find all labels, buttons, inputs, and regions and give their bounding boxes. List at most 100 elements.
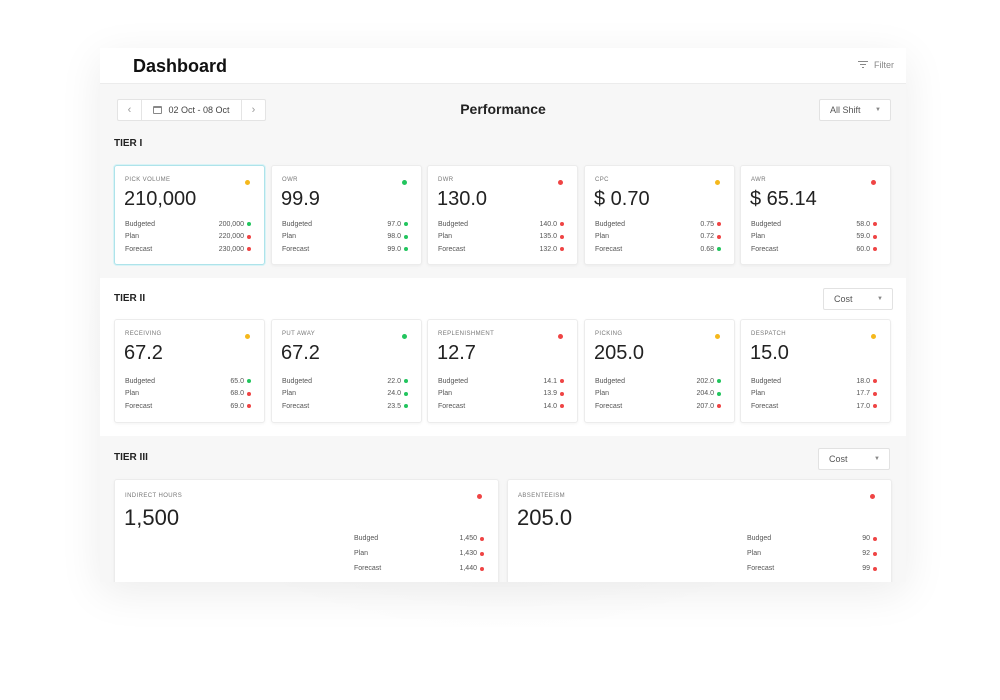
calendar-icon (153, 106, 163, 114)
status-dot-icon (873, 222, 877, 227)
breakdown-value-group: 0.68 (700, 246, 721, 253)
breakdown-value-group: 18.0 (856, 378, 877, 385)
kpi-card[interactable]: REPLENISHMENT 12.7 Budgeted 14.1 Plan 13.9 For… (427, 319, 578, 423)
breakdown-row: Budgeted 97.0 (282, 218, 408, 231)
breakdown-value-group: 13.9 (543, 390, 564, 397)
kpi-value: 205.0 (517, 505, 573, 530)
status-dot-icon (247, 247, 251, 252)
breakdown-label: Forecast (747, 565, 775, 572)
status-dot-icon (404, 379, 408, 384)
status-dot-icon (404, 247, 408, 252)
breakdown-value-group: 65.0 (230, 378, 251, 385)
caret-down-icon: ▼ (874, 456, 880, 462)
kpi-card[interactable]: PICK VOLUME 210,000 Budgeted 200,000 Plan 220… (114, 165, 265, 265)
status-dot-icon (871, 180, 876, 185)
breakdown-label: Budged (354, 535, 379, 542)
breakdown-row: Forecast 60.0 (751, 243, 877, 256)
next-week-button[interactable]: › (241, 100, 265, 120)
status-dot-icon (402, 334, 407, 339)
breakdown-label: Plan (125, 390, 140, 398)
breakdown-label: Budgeted (282, 377, 312, 385)
kpi-label: PICKING (595, 331, 623, 337)
breakdown-row: Plan 1,430 (354, 546, 484, 561)
status-dot-icon (560, 404, 564, 409)
kpi-card[interactable]: INDIRECT HOURS 1,500 Budged 1,450 Plan 1,430 F… (114, 479, 499, 582)
breakdown-value: 132.0 (539, 245, 557, 253)
caret-down-icon: ▼ (877, 296, 883, 302)
kpi-card[interactable]: ABSENTEEISM 205.0 Budged 90 Plan 92 Forecast 99 (507, 479, 892, 582)
breakdown-row: Budgeted 14.1 (438, 375, 564, 388)
breakdown-value: 59.0 (856, 233, 870, 241)
breakdown-label: Plan (751, 233, 766, 241)
shift-select[interactable]: All Shift ▼ (819, 99, 891, 121)
kpi-card[interactable]: DESPATCH 15.0 Budgeted 18.0 Plan 17.7 Forecast… (740, 319, 891, 423)
breakdown-label: Budgeted (438, 220, 468, 228)
breakdown-label: Forecast (282, 402, 310, 410)
breakdown-value: 90 (862, 535, 870, 542)
breakdown-value-group: 0.75 (700, 221, 721, 228)
breakdown-value: 13.9 (543, 390, 557, 398)
date-range-display[interactable]: 02 Oct - 08 Oct (142, 105, 241, 115)
filter-label: Filter (874, 60, 894, 70)
dashboard-window: Dashboard Filter ‹ 02 Oct - 08 Oct › Per… (100, 48, 906, 582)
kpi-card[interactable]: AWR $ 65.14 Budgeted 58.0 Plan 59.0 Forecast 60… (740, 165, 891, 265)
breakdown-value: 14.0 (543, 402, 557, 410)
prev-week-button[interactable]: ‹ (118, 100, 142, 120)
breakdown-value-group: 22.0 (387, 378, 408, 385)
kpi-card[interactable]: DWR 130.0 Budgeted 140.0 Plan 135.0 Forecast 13… (427, 165, 578, 265)
filter-icon (858, 61, 868, 69)
breakdown-row: Budged 90 (747, 531, 877, 546)
status-dot-icon (480, 551, 484, 556)
kpi-label: OWR (282, 177, 298, 183)
status-dot-icon (717, 222, 721, 227)
kpi-card[interactable]: RECEIVING 67.2 Budgeted 65.0 Plan 68.0 Forecas… (114, 319, 265, 423)
tier-3-select-value: Cost (829, 454, 848, 464)
breakdown-value-group: 132.0 (539, 246, 564, 253)
kpi-label: DWR (438, 177, 454, 183)
status-dot-icon (873, 536, 877, 541)
breakdown-label: Budgeted (751, 377, 781, 385)
breakdown-value-group: 17.7 (856, 390, 877, 397)
status-dot-icon (402, 180, 407, 185)
status-dot-icon (560, 247, 564, 252)
kpi-label: ABSENTEEISM (518, 493, 566, 499)
breakdown-label: Plan (438, 390, 453, 398)
breakdown-value: 220,000 (218, 233, 244, 241)
breakdown-label: Plan (595, 233, 610, 241)
kpi-card[interactable]: CPC $ 0.70 Budgeted 0.75 Plan 0.72 Forecast 0.6… (584, 165, 735, 265)
kpi-value: 67.2 (124, 342, 163, 364)
status-dot-icon (247, 234, 251, 239)
breakdown-row: Plan 59.0 (751, 231, 877, 244)
breakdown-row: Forecast 99 (747, 561, 877, 576)
kpi-breakdown: Budgeted 0.75 Plan 0.72 Forecast 0.68 (595, 218, 721, 256)
breakdown-value-group: 0.72 (700, 233, 721, 240)
date-range-text: 02 Oct - 08 Oct (168, 105, 230, 115)
breakdown-value: 92 (862, 550, 870, 557)
breakdown-value-group: 92 (862, 550, 877, 557)
kpi-breakdown: Budgeted 202.0 Plan 204.0 Forecast 207.0 (595, 375, 721, 413)
breakdown-value-group: 24.0 (387, 390, 408, 397)
status-dot-icon (560, 379, 564, 384)
breakdown-value-group: 140.0 (539, 221, 564, 228)
status-dot-icon (873, 404, 877, 409)
tier-3-metric-select[interactable]: Cost ▼ (818, 448, 890, 470)
status-dot-icon (247, 379, 251, 384)
breakdown-value-group: 60.0 (856, 246, 877, 253)
status-dot-icon (245, 334, 250, 339)
breakdown-label: Budgeted (595, 377, 625, 385)
status-dot-icon (480, 536, 484, 541)
kpi-card[interactable]: OWR 99.9 Budgeted 97.0 Plan 98.0 Forecast 99.0 (271, 165, 422, 265)
filter-button[interactable]: Filter (858, 60, 894, 70)
kpi-card[interactable]: PICKING 205.0 Budgeted 202.0 Plan 204.0 Foreca… (584, 319, 735, 423)
breakdown-value: 14.1 (543, 377, 557, 385)
breakdown-value-group: 90 (862, 535, 877, 542)
breakdown-value-group: 68.0 (230, 390, 251, 397)
breakdown-label: Budgeted (282, 220, 312, 228)
kpi-card[interactable]: PUT AWAY 67.2 Budgeted 22.0 Plan 24.0 Forecast… (271, 319, 422, 423)
tier-2-select-value: Cost (834, 294, 853, 304)
kpi-value: $ 65.14 (750, 188, 817, 210)
breakdown-value: 98.0 (387, 233, 401, 241)
breakdown-row: Budgeted 65.0 (125, 375, 251, 388)
date-range-picker[interactable]: ‹ 02 Oct - 08 Oct › (117, 99, 266, 121)
tier-2-metric-select[interactable]: Cost ▼ (823, 288, 893, 310)
